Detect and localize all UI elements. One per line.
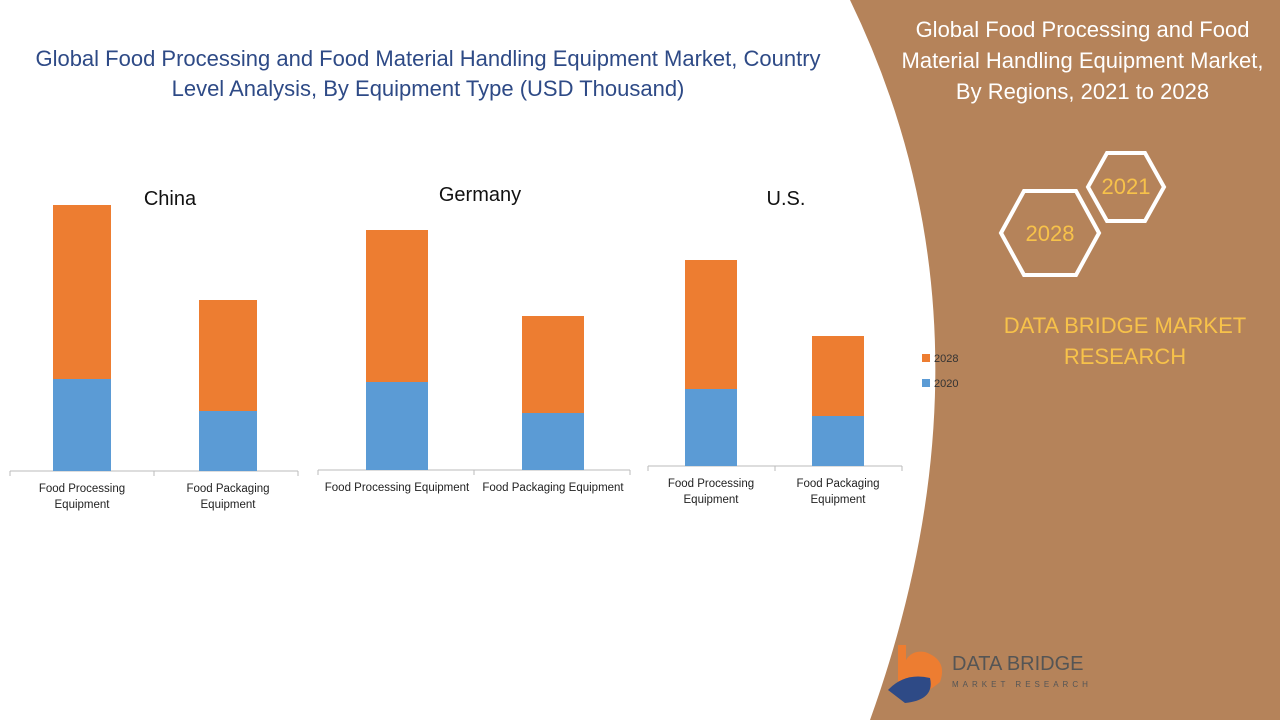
legend-label: 2020	[934, 378, 958, 390]
bar-segment	[812, 416, 864, 466]
hexagon	[998, 189, 1102, 277]
main-title: Global Food Processing and Food Material…	[35, 46, 821, 101]
logo-tagline: MARKET RESEARCH	[952, 680, 1092, 689]
logo-name: DATA BRIDGE	[952, 653, 1084, 675]
bar-segment	[53, 205, 111, 379]
bar-segment	[522, 316, 584, 413]
logo-mark	[888, 676, 931, 703]
bar-segment	[366, 230, 428, 382]
hex-label: 2021	[1102, 174, 1151, 199]
chart-title: Germany	[438, 184, 522, 206]
brand: DATA BRIDGE MARKET RESEARCH	[1003, 313, 1247, 369]
hex-label: 2028	[1026, 221, 1075, 246]
bar-segment	[53, 379, 111, 471]
x-tick-label: Food Packaging Equipment	[186, 483, 270, 511]
legend-swatch	[922, 379, 930, 387]
x-tick-label: Food Processing Equipment	[38, 483, 126, 511]
x-tick-label: Food Packaging Equipment	[482, 482, 624, 494]
x-tick-label: Food Processing Equipment	[324, 482, 470, 494]
bar-segment	[199, 411, 257, 471]
chart-title: China	[143, 188, 197, 210]
legend-label: 2028	[934, 353, 958, 365]
legend-swatch	[922, 354, 930, 362]
x-tick-label: Food Packaging Equipment	[796, 478, 880, 506]
bar-segment	[685, 389, 737, 466]
x-tick-label: Food Processing Equipment	[667, 478, 755, 506]
panel-title: Global Food Processing and Food Material…	[901, 17, 1264, 104]
hexagon	[1085, 151, 1167, 223]
bar-segment	[199, 300, 257, 411]
side-panel	[850, 0, 1280, 720]
chart-title: U.S.	[766, 188, 806, 210]
bar-segment	[685, 260, 737, 389]
bar-segment	[812, 336, 864, 416]
bar-segment	[522, 413, 584, 470]
bar-segment	[366, 382, 428, 470]
